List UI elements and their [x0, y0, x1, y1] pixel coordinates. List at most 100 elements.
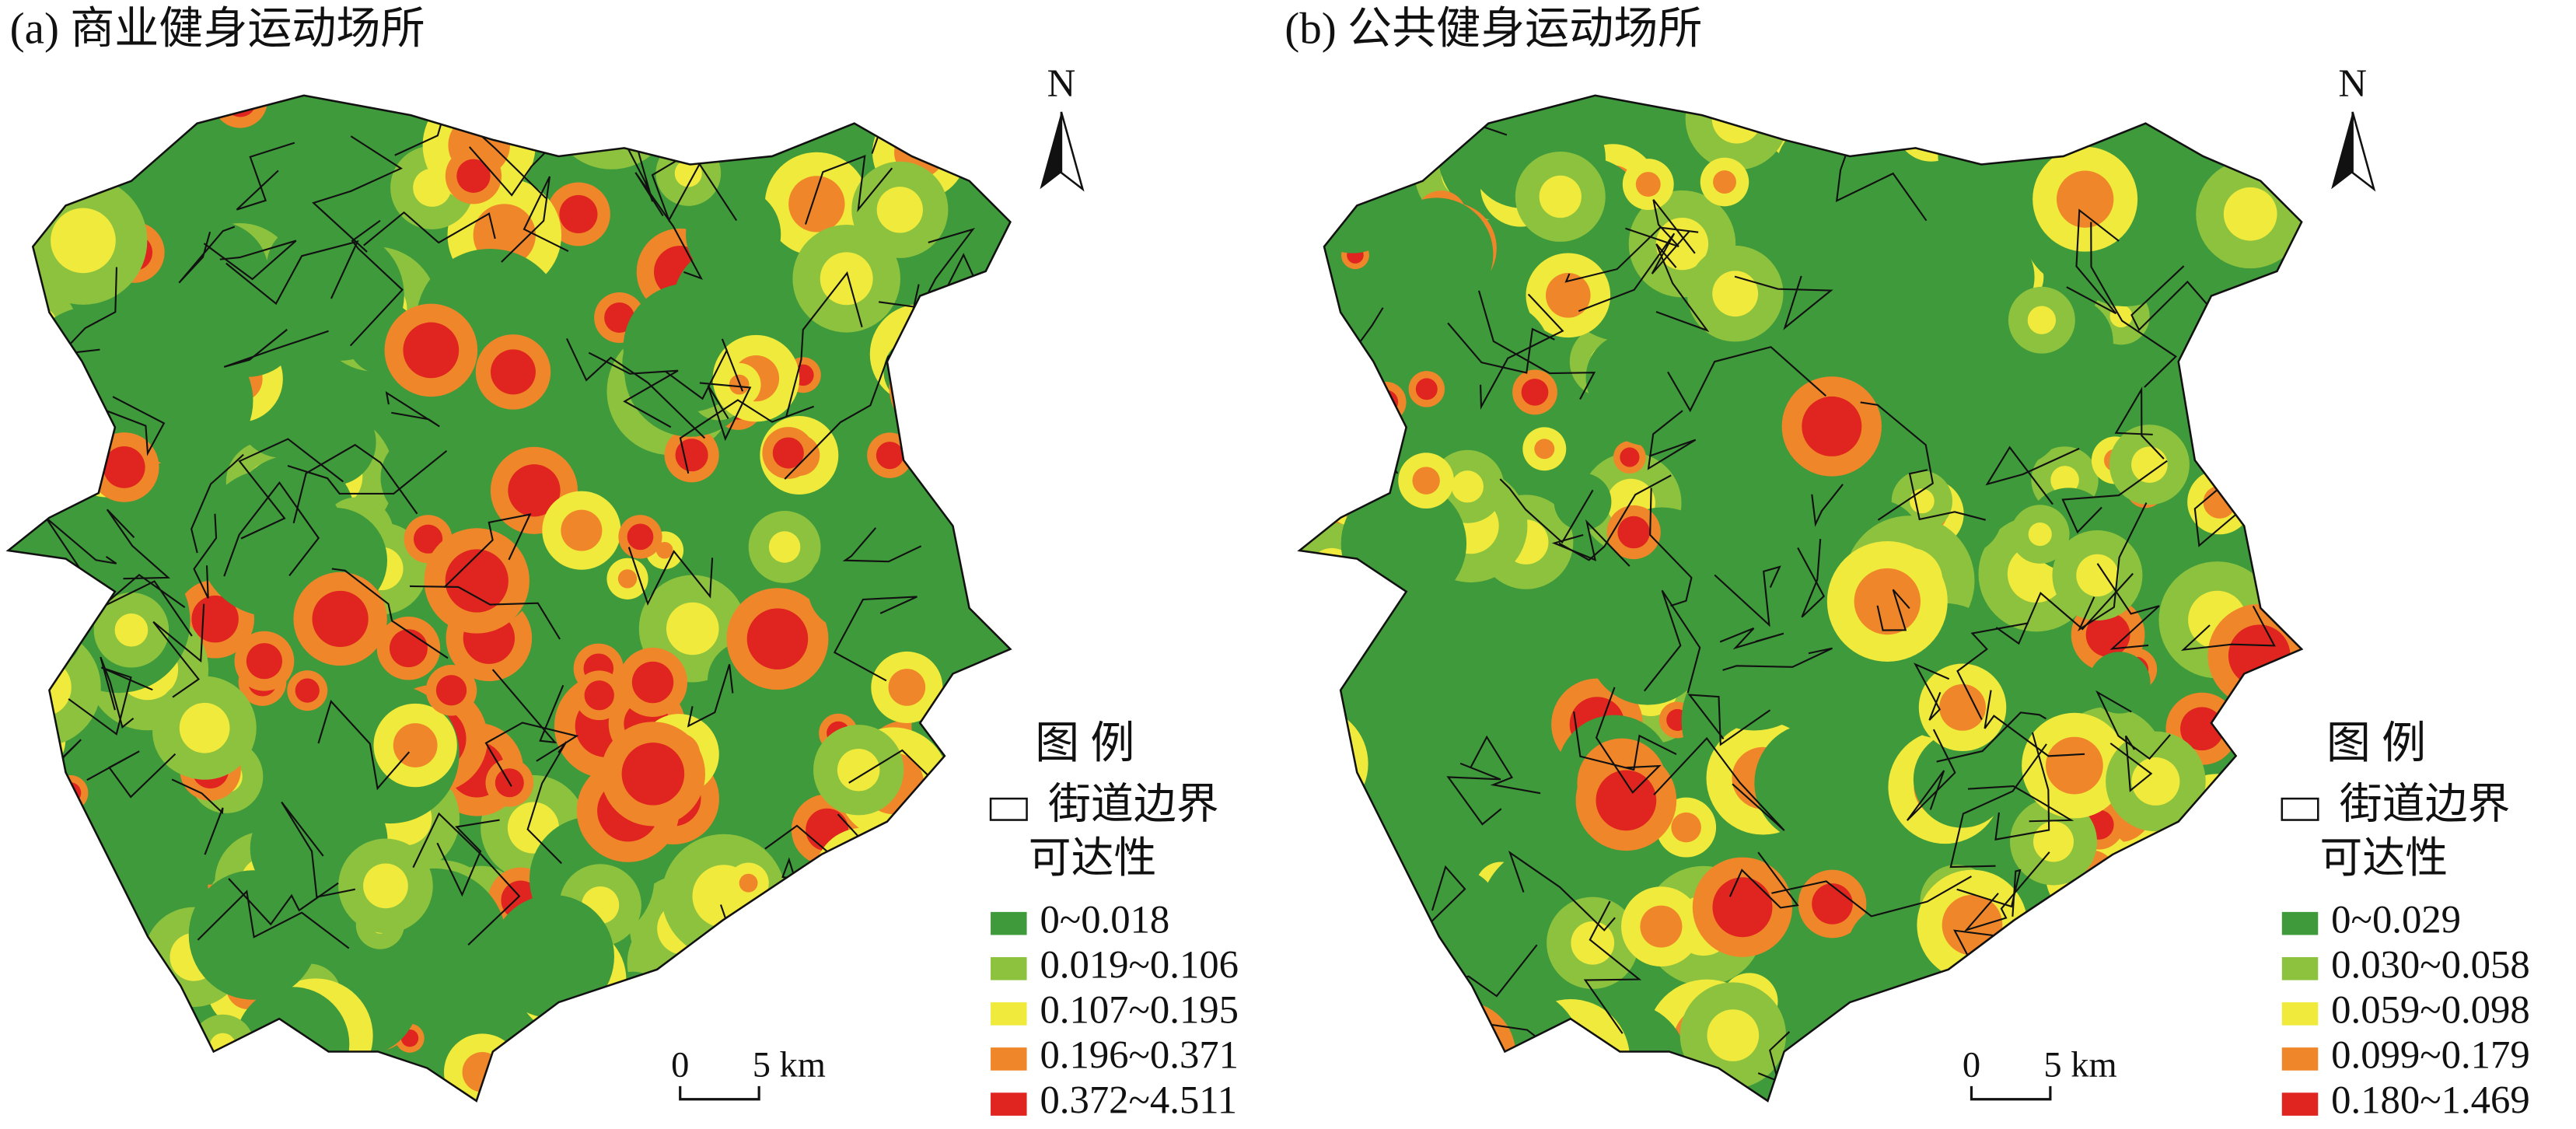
legend-swatch — [991, 1047, 1027, 1071]
accessibility-patch — [746, 608, 809, 669]
accessibility-patch — [2223, 187, 2277, 241]
legend-class: 0.107~0.195 — [1040, 988, 1239, 1032]
north-arrow — [2351, 111, 2376, 192]
accessibility-patch — [1836, 1070, 1893, 1101]
accessibility-patch — [2109, 305, 2133, 328]
accessibility-patch — [1970, 103, 2008, 142]
accessibility-patch — [1857, 1038, 1886, 1068]
legend-boundary: 街道边界 — [1048, 780, 1219, 827]
accessibility-patch — [1805, 1018, 1915, 1101]
street-boundary — [1995, 572, 2134, 645]
accessibility-patch — [8, 374, 59, 441]
street-boundary — [526, 741, 568, 865]
accessibility-patch — [1776, 121, 1874, 218]
accessibility-patch — [774, 953, 811, 991]
accessibility-patch — [736, 108, 767, 140]
accessibility-patch — [508, 464, 561, 517]
accessibility-patch — [1299, 721, 1342, 785]
street-boundary — [1734, 275, 1833, 330]
accessibility-patch — [1590, 326, 1711, 446]
street-boundary — [197, 1054, 253, 1094]
accessibility-patch — [928, 789, 985, 846]
north-arrow — [1060, 111, 1085, 192]
street-boundary — [1908, 469, 1986, 521]
accessibility-patch — [1805, 244, 1912, 352]
accessibility-patch — [889, 333, 996, 441]
accessibility-patch — [1299, 833, 1393, 983]
accessibility-patch — [8, 102, 73, 185]
street-boundary — [1595, 687, 1662, 794]
legend-swatch — [991, 911, 1027, 935]
accessibility-patch — [1435, 1037, 1545, 1101]
accessibility-patch — [1323, 955, 1352, 984]
accessibility-patch — [1802, 396, 1862, 456]
accessibility-patch — [1375, 947, 1424, 995]
street-boundary — [2180, 605, 2276, 652]
accessibility-patch — [633, 984, 704, 1055]
accessibility-patch — [961, 1048, 981, 1068]
street-boundary — [484, 722, 579, 787]
accessibility-patch — [1390, 963, 1408, 980]
street-boundary — [627, 547, 714, 606]
accessibility-patch — [8, 118, 57, 168]
accessibility-patch — [954, 890, 980, 917]
accessibility-patch — [1314, 856, 1368, 910]
street-boundary — [1984, 690, 2085, 757]
legend-class: 0~0.029 — [2331, 897, 2461, 941]
accessibility-patch — [403, 322, 460, 379]
north-label: N — [2338, 61, 2367, 105]
accessibility-patch — [720, 95, 781, 155]
accessibility-patch — [2141, 302, 2265, 426]
accessibility-patch — [9, 963, 65, 1019]
street-boundary — [2130, 265, 2214, 332]
accessibility-patch — [1936, 1001, 1972, 1036]
accessibility-patch — [1762, 473, 1826, 538]
accessibility-patch — [1895, 95, 1967, 162]
accessibility-patch — [59, 782, 82, 804]
accessibility-patch — [561, 509, 603, 551]
street-boundary — [100, 656, 135, 729]
accessibility-patch — [1299, 735, 1395, 854]
accessibility-patch — [650, 1001, 687, 1038]
accessibility-patch — [1854, 568, 1921, 635]
accessibility-patch — [31, 1008, 68, 1045]
street-boundary — [281, 801, 356, 898]
accessibility-patch — [585, 1015, 631, 1060]
accessibility-patch — [445, 549, 509, 613]
street-boundary — [1714, 565, 1781, 627]
accessibility-patch — [8, 95, 72, 145]
street-boundary — [171, 778, 224, 855]
accessibility-patch — [781, 961, 804, 983]
accessibility-patch — [8, 369, 79, 476]
accessibility-patch — [2238, 674, 2302, 743]
north-arrow — [1040, 111, 1061, 190]
accessibility-patch — [1451, 470, 1484, 503]
street-boundary — [68, 666, 153, 736]
accessibility-patch — [1617, 516, 1650, 549]
accessibility-patch — [2162, 951, 2183, 973]
accessibility-patch — [896, 350, 966, 421]
accessibility-patch — [1807, 1041, 1922, 1101]
street-boundary — [2061, 460, 2168, 534]
street-boundary — [2096, 563, 2160, 650]
accessibility-patch — [1451, 1068, 1515, 1101]
legend-swatch — [991, 1092, 1027, 1116]
accessibility-patch — [1640, 905, 1683, 948]
accessibility-patch — [8, 443, 55, 509]
accessibility-patch — [621, 743, 685, 806]
street-boundary — [223, 328, 329, 368]
accessibility-patch — [876, 187, 923, 233]
accessibility-patch — [666, 602, 719, 655]
accessibility-patch — [1996, 941, 2014, 959]
accessibility-patch — [870, 857, 954, 942]
accessibility-patch — [631, 661, 674, 704]
accessibility-patch — [1754, 722, 1875, 843]
accessibility-patch — [2172, 851, 2272, 952]
accessibility-patch — [12, 658, 72, 717]
street-boundary — [1564, 226, 1699, 283]
street-boundary — [317, 699, 411, 791]
boundary-swatch — [2281, 797, 2319, 821]
accessibility-patch — [1847, 95, 1938, 157]
accessibility-patch — [1635, 172, 1661, 197]
